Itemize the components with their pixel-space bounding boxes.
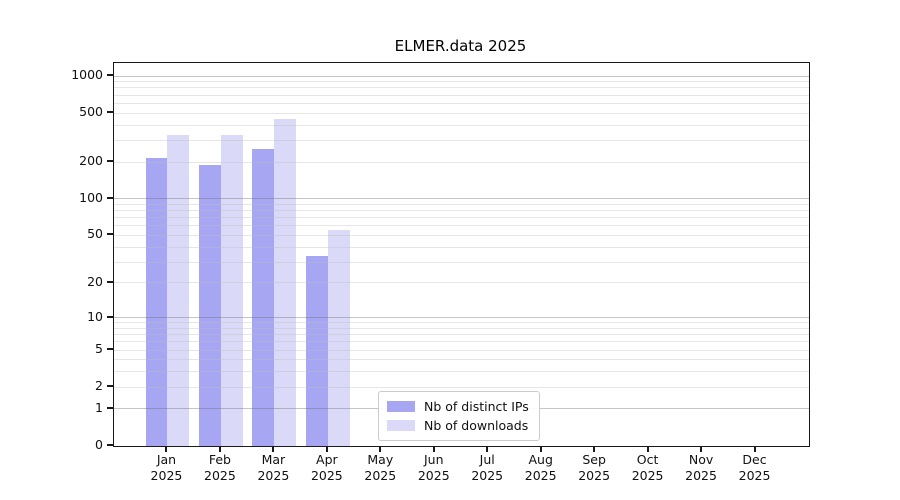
- plot-area: [113, 62, 810, 447]
- x-tick-label-feb: Feb 2025: [204, 452, 236, 483]
- y-tick-5: [107, 348, 113, 351]
- gridline-6: [114, 341, 809, 343]
- y-tick-label-500: 500: [79, 104, 103, 120]
- y-tick-label-100: 100: [79, 189, 103, 205]
- x-tick-label-mar: Mar 2025: [257, 452, 290, 483]
- gridline-50: [114, 234, 809, 236]
- gridline-500: [114, 112, 809, 114]
- gridline-40: [114, 246, 809, 248]
- x-tick-aug: [539, 446, 542, 452]
- y-tick-label-1000: 1000: [71, 67, 103, 83]
- x-tick-mar: [272, 446, 275, 452]
- y-tick-label-2: 2: [95, 378, 103, 394]
- gridline-10: [114, 317, 809, 319]
- gridline-9: [114, 322, 809, 324]
- y-tick-label-50: 50: [87, 226, 103, 242]
- gridline-700: [114, 94, 809, 96]
- legend-label-distinct-ips: Nb of distinct IPs: [424, 399, 529, 414]
- y-tick-50: [107, 233, 113, 236]
- gridline-300: [114, 139, 809, 141]
- bar-feb-downloads: [220, 134, 243, 446]
- x-tick-label-nov: Nov 2025: [685, 452, 717, 483]
- legend: Nb of distinct IPs Nb of downloads: [378, 391, 540, 441]
- y-tick-label-200: 200: [79, 153, 103, 168]
- gridline-7: [114, 334, 809, 336]
- legend-label-downloads: Nb of downloads: [424, 418, 529, 433]
- x-tick-label-dec: Dec 2025: [738, 452, 771, 483]
- y-tick-10: [107, 315, 113, 318]
- gridline-70: [114, 217, 809, 219]
- gridline-8: [114, 327, 809, 329]
- legend-swatch-downloads: [387, 420, 415, 431]
- x-tick-oct: [646, 446, 649, 452]
- gridline-4: [114, 359, 809, 361]
- y-tick-20: [107, 280, 113, 283]
- bar-jan-downloads: [167, 134, 190, 446]
- legend-entry-downloads: Nb of downloads: [387, 416, 529, 435]
- bar-jan-distinct-ips: [145, 158, 168, 446]
- y-tick-1000: [107, 74, 113, 77]
- x-tick-apr: [325, 446, 328, 452]
- x-tick-label-jul: Jul 2025: [471, 452, 504, 483]
- y-tick-label-5: 5: [95, 341, 103, 357]
- y-tick-0: [107, 444, 113, 446]
- x-tick-dec: [753, 446, 756, 452]
- x-tick-feb: [218, 446, 221, 452]
- gridline-400: [114, 124, 809, 126]
- gridline-600: [114, 102, 809, 104]
- bar-apr-distinct-ips: [305, 255, 328, 446]
- legend-entry-distinct-ips: Nb of distinct IPs: [387, 397, 529, 416]
- bar-mar-downloads: [274, 118, 297, 446]
- x-tick-nov: [700, 446, 703, 452]
- y-tick-label-20: 20: [87, 273, 103, 289]
- y-tick-500: [107, 111, 113, 114]
- x-tick-label-jun: Jun 2025: [417, 452, 450, 483]
- gridline-30: [114, 261, 809, 263]
- gridline-20: [114, 282, 809, 284]
- x-tick-label-oct: Oct 2025: [631, 452, 664, 483]
- y-tick-1: [107, 406, 113, 409]
- gridline-5: [114, 349, 809, 351]
- x-tick-jun: [432, 446, 435, 452]
- chart-title: ELMER.data 2025: [394, 37, 527, 55]
- y-tick-label-1: 1: [95, 399, 103, 415]
- bar-mar-distinct-ips: [252, 149, 275, 446]
- x-tick-jan: [165, 446, 168, 452]
- gridline-3: [114, 371, 809, 373]
- y-tick-100: [107, 196, 113, 199]
- bar-apr-downloads: [327, 230, 350, 446]
- bar-feb-distinct-ips: [199, 164, 221, 446]
- gridline-2: [114, 386, 809, 388]
- x-tick-label-may: May 2025: [364, 452, 397, 483]
- gridline-100: [114, 198, 809, 200]
- gridline-900: [114, 81, 809, 83]
- x-tick-label-aug: Aug 2025: [524, 452, 557, 483]
- gridline-1000: [114, 75, 809, 77]
- legend-swatch-distinct-ips: [387, 401, 415, 412]
- gridline-80: [114, 210, 809, 212]
- gridline-200: [114, 161, 809, 163]
- x-tick-label-jan: Jan 2025: [150, 452, 183, 483]
- x-tick-label-sep: Sep 2025: [578, 452, 611, 483]
- gridline-90: [114, 203, 809, 205]
- gridline-800: [114, 87, 809, 89]
- y-tick-2: [107, 385, 113, 388]
- y-tick-label-10: 10: [87, 308, 103, 324]
- x-tick-sep: [593, 446, 596, 452]
- x-tick-may: [379, 446, 382, 452]
- x-tick-jul: [486, 446, 489, 452]
- x-tick-label-apr: Apr 2025: [310, 452, 343, 483]
- y-tick-label-0: 0: [95, 437, 103, 452]
- gridline-60: [114, 225, 809, 227]
- y-tick-200: [107, 160, 113, 162]
